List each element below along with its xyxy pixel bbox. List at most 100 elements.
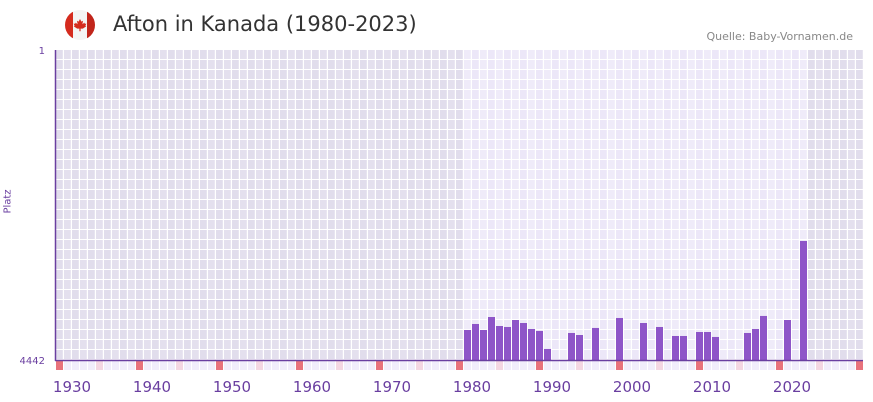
grid-cell xyxy=(352,80,359,89)
bar-1984[interactable] xyxy=(488,317,495,360)
grid-cell xyxy=(656,270,663,279)
grid-cell xyxy=(856,100,863,109)
source-label[interactable]: Quelle: Baby-Vornamen.de xyxy=(706,30,853,43)
grid-cell xyxy=(184,160,191,169)
bar-2008[interactable] xyxy=(680,335,687,360)
grid-cell xyxy=(664,50,671,59)
grid-cell xyxy=(296,330,303,339)
grid-cell xyxy=(512,240,519,249)
bar-1997[interactable] xyxy=(592,327,599,360)
grid-cell xyxy=(624,70,631,79)
grid-cell xyxy=(72,350,79,359)
bar-2017[interactable] xyxy=(752,329,759,360)
bar-2007[interactable] xyxy=(672,335,679,360)
grid-cell xyxy=(248,160,255,169)
grid-cell xyxy=(280,330,287,339)
grid-cell xyxy=(344,190,351,199)
grid-cell xyxy=(720,160,727,169)
bar-1982[interactable] xyxy=(472,323,479,360)
grid-cell xyxy=(392,310,399,319)
grid-cell xyxy=(624,170,631,179)
grid-cell xyxy=(240,80,247,89)
grid-cell xyxy=(848,80,855,89)
grid-cell xyxy=(528,270,535,279)
grid-cell xyxy=(672,140,679,149)
grid-cell xyxy=(568,310,575,319)
grid-cell xyxy=(216,140,223,149)
bar-2005[interactable] xyxy=(656,326,663,360)
grid-cell xyxy=(608,270,615,279)
grid-cell xyxy=(112,270,119,279)
bar-2018[interactable] xyxy=(760,315,767,360)
grid-cell xyxy=(728,230,735,239)
bar-1991[interactable] xyxy=(544,348,551,360)
grid-cell xyxy=(88,300,95,309)
bar-1988[interactable] xyxy=(520,323,527,360)
bar-2011[interactable] xyxy=(704,332,711,360)
grid-cell xyxy=(528,290,535,299)
bar-2016[interactable] xyxy=(744,332,751,360)
grid-cell xyxy=(144,70,151,79)
bar-1981[interactable] xyxy=(464,329,471,360)
grid-cell xyxy=(792,110,799,119)
grid-cell xyxy=(304,80,311,89)
bar-1985[interactable] xyxy=(496,326,503,360)
year-marker xyxy=(744,361,751,370)
grid-cell xyxy=(208,200,215,209)
grid-cell xyxy=(800,190,807,199)
grid-cell xyxy=(408,220,415,229)
bar-2012[interactable] xyxy=(712,336,719,360)
bar-1990[interactable] xyxy=(536,330,543,360)
grid-cell xyxy=(120,100,127,109)
grid-cell xyxy=(376,310,383,319)
grid-cell xyxy=(160,330,167,339)
grid-cell xyxy=(352,310,359,319)
year-marker xyxy=(488,361,495,370)
bar-1994[interactable] xyxy=(568,332,575,360)
grid-cell xyxy=(216,180,223,189)
grid-cell xyxy=(784,300,791,309)
grid-cell xyxy=(248,210,255,219)
grid-cell xyxy=(608,90,615,99)
year-marker xyxy=(192,361,199,370)
grid-cell xyxy=(640,270,647,279)
bar-2021[interactable] xyxy=(784,320,791,360)
grid-cell xyxy=(88,90,95,99)
grid-cell xyxy=(688,200,695,209)
grid-cell xyxy=(832,120,839,129)
grid-cell xyxy=(512,130,519,139)
grid-cell xyxy=(520,300,527,309)
bar-2000[interactable] xyxy=(616,317,623,360)
year-marker xyxy=(560,361,567,370)
grid-cell xyxy=(72,100,79,109)
grid-cell xyxy=(704,250,711,259)
grid-cell xyxy=(72,260,79,269)
grid-cell xyxy=(824,210,831,219)
grid-cell xyxy=(840,330,847,339)
bar-1989[interactable] xyxy=(528,329,535,360)
grid-cell xyxy=(432,350,439,359)
grid-cell xyxy=(712,140,719,149)
bar-2023[interactable] xyxy=(800,240,807,360)
grid-cell xyxy=(272,350,279,359)
grid-cell xyxy=(592,200,599,209)
grid-cell xyxy=(840,210,847,219)
bar-2003[interactable] xyxy=(640,323,647,360)
grid-cell xyxy=(384,190,391,199)
bar-1995[interactable] xyxy=(576,335,583,360)
grid-cell xyxy=(752,210,759,219)
grid-cell xyxy=(256,230,263,239)
bar-1983[interactable] xyxy=(480,329,487,360)
grid-cell xyxy=(216,340,223,349)
grid-cell xyxy=(168,230,175,239)
bar-1987[interactable] xyxy=(512,320,519,360)
bar-1986[interactable] xyxy=(504,326,511,360)
grid-cell xyxy=(152,190,159,199)
grid-cell xyxy=(392,50,399,59)
grid-cell xyxy=(352,280,359,289)
grid-cell xyxy=(96,230,103,239)
grid-cell xyxy=(160,90,167,99)
grid-cell xyxy=(744,110,751,119)
bar-2010[interactable] xyxy=(696,332,703,360)
grid-cell xyxy=(312,240,319,249)
